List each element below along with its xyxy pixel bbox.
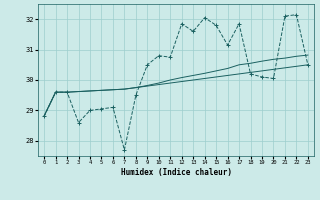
X-axis label: Humidex (Indice chaleur): Humidex (Indice chaleur) [121,168,231,177]
